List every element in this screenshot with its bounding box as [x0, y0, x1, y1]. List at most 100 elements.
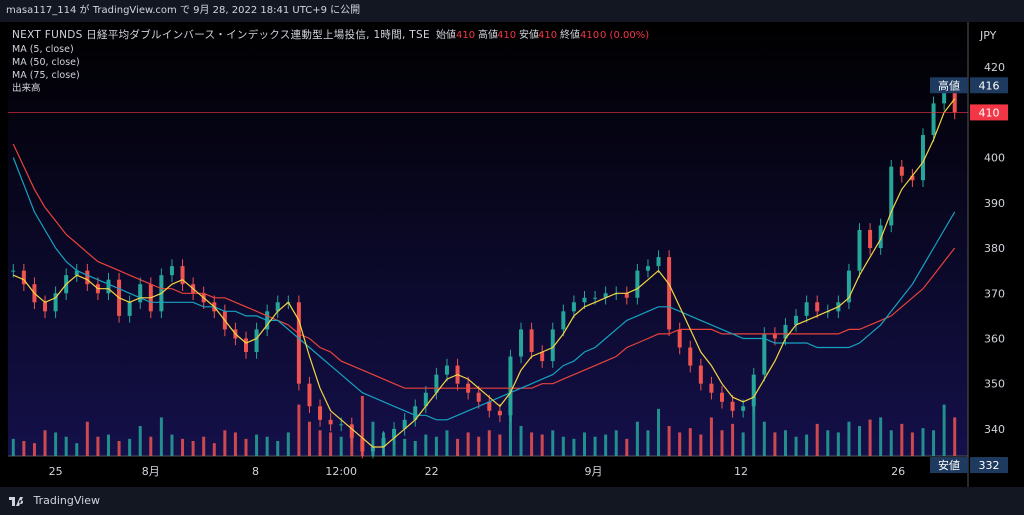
candle-body — [360, 437, 365, 452]
ohlc-high-value: 410 — [497, 30, 516, 41]
volume-bar — [22, 441, 26, 456]
volume-bar — [477, 436, 481, 456]
volume-bar — [75, 443, 79, 456]
price-marker-label: 高値 — [938, 78, 960, 92]
volume-bar — [762, 421, 766, 456]
ohlc-open-label: 始値 — [436, 28, 456, 41]
volume-bar — [276, 441, 280, 456]
chart-frame[interactable]: 340 350 360 370 380 390 400 410 420 25 8月 8 12:00 22 9… — [0, 22, 1024, 487]
ohlc-low-value: 410 — [538, 30, 557, 41]
volume-bar — [678, 432, 682, 456]
price-marker-value: 332 — [979, 459, 1000, 472]
volume-bar — [318, 430, 322, 456]
volume-bar — [96, 436, 100, 456]
candle-body — [952, 85, 957, 113]
volume-bar — [942, 404, 946, 456]
volume-bar — [794, 436, 798, 456]
candle-body — [127, 302, 132, 316]
volume-bar — [297, 404, 301, 456]
candle-body — [878, 225, 883, 249]
ohlc-low-label: 安値 — [519, 28, 539, 41]
candle-body — [698, 365, 703, 384]
candle-body — [138, 284, 143, 303]
volume-bar — [921, 428, 925, 456]
candle-body — [624, 293, 629, 298]
volume-bar — [953, 417, 957, 456]
candle-body — [582, 297, 587, 303]
volume-bar — [752, 400, 756, 456]
price-marker-tag — [930, 77, 968, 94]
candle-body — [910, 175, 915, 181]
y-tick-label: 340 — [984, 423, 1005, 436]
candle-body — [804, 302, 809, 316]
volume-bar — [879, 417, 883, 456]
x-tick-label: 12 — [734, 465, 748, 478]
price-marker-value: 416 — [979, 79, 1000, 92]
candle-body — [106, 279, 111, 294]
volume-bar — [932, 430, 936, 456]
volume-bar — [836, 432, 840, 456]
ma5-line — [13, 98, 956, 448]
volume-bar — [847, 421, 851, 456]
candle-body — [889, 166, 894, 226]
volume-bar — [43, 430, 47, 456]
price-marker-tag — [930, 457, 968, 474]
volume-bar — [54, 432, 58, 456]
volume-bar — [307, 421, 311, 456]
volume-bar — [329, 432, 333, 456]
volume-bar — [910, 432, 914, 456]
candle-body — [85, 270, 90, 285]
candle-body — [762, 333, 767, 375]
volume-bar — [773, 432, 777, 456]
plot-background — [8, 22, 968, 456]
x-tick-label: 22 — [425, 465, 439, 478]
volume-bar — [434, 436, 438, 456]
volume-bar — [709, 417, 713, 456]
volume-bar — [741, 432, 745, 456]
candle-body — [275, 302, 280, 312]
indicator-volume: 出来高 — [12, 82, 41, 94]
volume-bar — [233, 432, 237, 456]
candle-body — [487, 401, 492, 411]
volume-bar — [487, 430, 491, 456]
ma50-line — [12, 157, 956, 421]
candle-body — [571, 302, 576, 312]
price-marker — [970, 104, 1008, 121]
candle-body — [783, 324, 788, 339]
candle-body — [688, 347, 693, 366]
candle-body — [920, 135, 925, 181]
candle-body — [720, 392, 724, 402]
candle-body — [519, 329, 524, 357]
volume-bar — [572, 438, 576, 456]
volume-bar — [424, 434, 428, 456]
candle-body — [180, 266, 185, 285]
volume-bar — [371, 421, 375, 456]
price-chart[interactable]: 340 350 360 370 380 390 400 410 420 25 8月 8 12:00 22 9… — [0, 22, 1024, 487]
candle-body — [318, 406, 323, 420]
candle-body — [667, 257, 672, 330]
volume-bar — [688, 428, 692, 456]
volume-bar — [625, 438, 629, 456]
candle-body — [815, 302, 820, 312]
volume-bar — [805, 434, 809, 456]
price-marker — [970, 77, 1008, 94]
candle-body — [593, 297, 598, 299]
volume-bar — [868, 419, 872, 456]
candle-body — [169, 266, 174, 276]
volume-bar — [392, 436, 396, 456]
footer-bar: TradingView — [0, 487, 1024, 515]
candle-body — [476, 392, 481, 402]
candle-body — [53, 293, 58, 312]
x-tick-label: 8 — [252, 465, 259, 478]
volume-bar — [159, 417, 163, 456]
price-marker — [970, 457, 1008, 474]
volume-bar — [11, 438, 15, 456]
volume-bar — [85, 421, 89, 456]
candle-body — [899, 166, 904, 176]
volume-bar — [149, 436, 153, 456]
volume-bar — [593, 436, 597, 456]
y-tick-label: 370 — [984, 287, 1005, 300]
candle-body — [11, 270, 16, 272]
tradingview-logo-icon — [9, 497, 24, 506]
volume-bar — [64, 436, 68, 456]
